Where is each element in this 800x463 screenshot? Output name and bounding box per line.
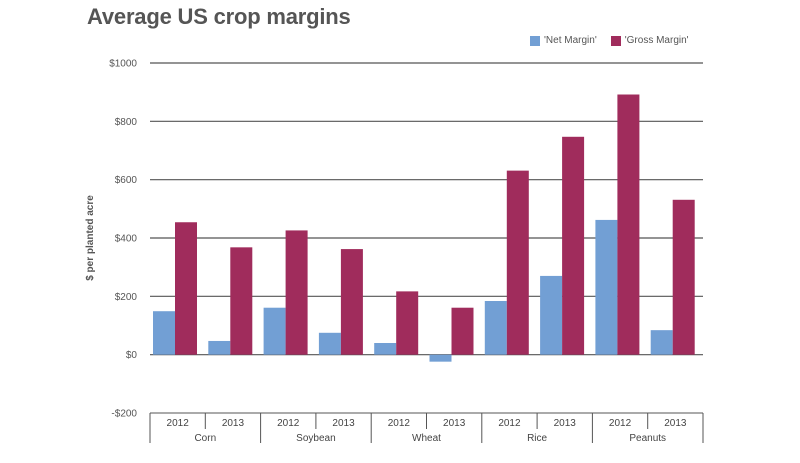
- bar-gross-peanuts-2013: [672, 199, 695, 355]
- bar-gross-soybean-2012: [285, 230, 308, 355]
- x-tick-year: 2013: [222, 418, 245, 429]
- bar-net-wheat-2013: [429, 354, 452, 362]
- bar-net-rice-2012: [484, 301, 507, 355]
- bar-gross-corn-2013: [230, 247, 253, 355]
- legend-label-gross-margin: 'Gross Margin': [624, 35, 689, 46]
- x-tick-year: 2013: [554, 418, 577, 429]
- bar-gross-soybean-2013: [340, 249, 363, 355]
- bar-gross-corn-2012: [175, 222, 197, 355]
- x-tick-year: 2013: [443, 418, 466, 429]
- legend-swatch-gross-margin: [610, 35, 621, 46]
- x-tick-year: 2012: [167, 418, 190, 429]
- bar-net-wheat-2012: [374, 343, 397, 355]
- y-axis-label: $ per planted acre: [85, 195, 96, 281]
- legend: 'Net Margin' 'Gross Margin': [530, 35, 703, 46]
- bar-net-rice-2013: [540, 275, 563, 355]
- y-tick-label: $1000: [109, 59, 137, 70]
- y-tick-label: $400: [115, 234, 138, 245]
- x-tick-year: 2013: [664, 418, 687, 429]
- x-group-label: Corn: [194, 433, 216, 444]
- y-tick-label: -$200: [111, 409, 137, 420]
- bar-net-peanuts-2013: [650, 330, 673, 355]
- x-group-label: Soybean: [296, 433, 335, 444]
- bar-net-corn-2012: [153, 311, 175, 355]
- chart-title: Average US crop margins: [87, 4, 351, 29]
- y-tick-labels: $1000 $800 $600 $400 $200 $0 -$200: [109, 59, 137, 420]
- bar-net-soybean-2013: [318, 332, 341, 355]
- bar-gross-rice-2012: [506, 170, 529, 355]
- bar-net-soybean-2012: [263, 307, 286, 355]
- legend-label-net-margin: 'Net Margin': [544, 35, 597, 46]
- x-tick-year: 2012: [498, 418, 521, 429]
- x-group-label: Peanuts: [629, 433, 666, 444]
- bars: [153, 94, 695, 362]
- y-tick-label: $800: [115, 117, 138, 128]
- x-axis: 2012 2013 2012 2013 2012 2013 2012 2013 2012 2013…: [149, 412, 704, 444]
- legend-item-gross-margin: 'Gross Margin': [610, 35, 689, 46]
- x-tick-year: 2012: [277, 418, 300, 429]
- legend-swatch-net-margin: [530, 35, 540, 46]
- bar-net-peanuts-2012: [595, 219, 618, 355]
- x-group-label: Rice: [527, 433, 547, 444]
- x-tick-year: 2012: [388, 418, 411, 429]
- bar-gross-wheat-2013: [451, 307, 474, 355]
- y-tick-label: $600: [115, 175, 138, 186]
- legend-item-net-margin: 'Net Margin': [530, 35, 597, 46]
- x-group-label: Wheat: [412, 433, 441, 444]
- bar-gross-rice-2013: [562, 136, 585, 355]
- bar-gross-peanuts-2012: [617, 94, 640, 355]
- x-tick-year: 2012: [609, 418, 632, 429]
- y-tick-label: $0: [126, 350, 138, 361]
- y-tick-label: $200: [115, 292, 138, 303]
- x-tick-year: 2013: [332, 418, 355, 429]
- bar-net-corn-2013: [208, 340, 231, 355]
- bar-gross-wheat-2012: [396, 291, 419, 355]
